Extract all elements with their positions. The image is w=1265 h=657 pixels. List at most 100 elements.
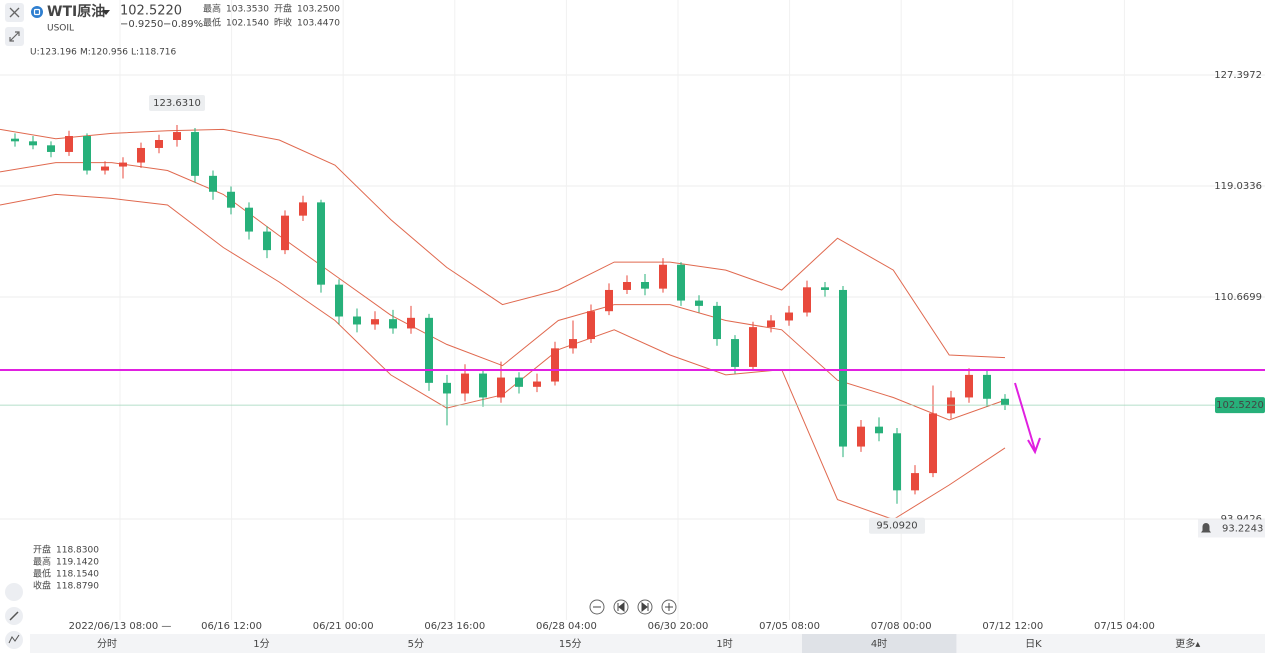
- stat-value: 103.3530: [226, 5, 269, 15]
- low-callout-label: 95.0920: [876, 521, 917, 532]
- change-pct: −0.89%: [163, 19, 203, 30]
- low-callout: [869, 517, 925, 534]
- tab[interactable]: 15分: [559, 638, 582, 650]
- close-button[interactable]: [5, 3, 24, 22]
- candle-body: [605, 289, 613, 312]
- indicator-tool[interactable]: [5, 583, 23, 601]
- ohlc-value: 118.1540: [56, 570, 99, 580]
- stat-value: 102.1540: [226, 19, 269, 29]
- nav-controls: [589, 599, 677, 615]
- candle-body: [623, 281, 631, 290]
- candle-body: [929, 413, 937, 474]
- stat-label: 最低: [203, 17, 221, 29]
- ohlc-value: 118.8300: [56, 546, 99, 556]
- tab[interactable]: 1时: [716, 638, 732, 650]
- candle-body: [821, 287, 829, 290]
- candle-body: [443, 382, 451, 394]
- tab[interactable]: 日K: [1025, 639, 1042, 650]
- candle-body: [407, 317, 415, 329]
- stat-label: 开盘: [274, 3, 292, 15]
- go-start[interactable]: [613, 599, 629, 615]
- candle-body: [641, 281, 649, 289]
- candle-body: [677, 264, 685, 301]
- candle-body: [101, 166, 109, 171]
- stat-value: 103.4470: [297, 19, 340, 29]
- side-tools: [5, 583, 23, 649]
- ohlc-label: 最低: [33, 568, 51, 580]
- candle-body: [1001, 398, 1009, 406]
- tab[interactable]: 1分: [253, 638, 269, 650]
- candle-body: [713, 305, 721, 340]
- time-label: 06/21 00:00: [313, 621, 374, 632]
- candle-body: [857, 426, 865, 447]
- candle-body: [119, 162, 127, 167]
- tab-bar: [30, 634, 1265, 653]
- ohlc-label: 收盘: [33, 580, 51, 592]
- symbol-code: USOIL: [47, 24, 74, 34]
- time-label: 2022/06/13 08:00 —: [69, 621, 172, 632]
- bollinger-upper: [0, 128, 1006, 359]
- candle-body: [353, 316, 361, 325]
- time-label: 06/16 12:00: [201, 621, 262, 632]
- symbol-icon-glyph: [33, 8, 41, 16]
- draw-tool-icon: [9, 611, 19, 621]
- candle-body: [389, 319, 397, 329]
- alert-bell: [1201, 523, 1211, 533]
- candle-body: [659, 264, 667, 289]
- candle-body: [155, 140, 163, 148]
- tab[interactable]: 更多▴: [1175, 637, 1200, 650]
- candle-body: [137, 147, 145, 163]
- candle-body: [461, 373, 469, 394]
- stat-label: 最高: [203, 3, 221, 15]
- candle-body: [497, 377, 505, 398]
- candle-body: [767, 320, 775, 328]
- symbol-dropdown[interactable]: [102, 10, 110, 15]
- candle-body: [47, 145, 55, 152]
- candle-body: [299, 202, 307, 216]
- go-end[interactable]: [637, 599, 653, 615]
- candle-body: [245, 207, 253, 232]
- candle-body: [731, 339, 739, 367]
- tab-selected-bg: [802, 634, 957, 653]
- current-price-tag: [1215, 397, 1265, 414]
- bollinger-middle: [0, 162, 1006, 421]
- candle-body: [425, 317, 433, 383]
- candle-body: [875, 426, 883, 434]
- high-callout: [149, 94, 205, 111]
- annotation-arrow: [1014, 382, 1041, 455]
- zoom-out[interactable]: [589, 599, 605, 615]
- price: 102.5220: [120, 4, 182, 19]
- symbol-name: WTI原油: [47, 3, 105, 20]
- candle-body: [83, 136, 91, 171]
- chart-tool-icon: [8, 634, 20, 644]
- indicator-lower: L:118.716: [131, 48, 177, 58]
- candle-body: [281, 215, 289, 251]
- indicator-middle: M:120.956: [80, 48, 128, 58]
- high-callout-label: 123.6310: [153, 98, 201, 109]
- candle-body: [911, 473, 919, 491]
- candle-body: [533, 381, 541, 387]
- candle-body: [335, 284, 343, 317]
- tab[interactable]: 4时: [871, 638, 887, 650]
- tab[interactable]: 分时: [97, 638, 117, 650]
- indicator-upper: U:123.196: [30, 48, 77, 58]
- zoom-in[interactable]: [661, 599, 677, 615]
- price-tick-label: 93.9426: [1221, 514, 1262, 525]
- candle-body: [587, 311, 595, 340]
- change: −0.9250: [120, 19, 163, 30]
- candle-body: [11, 138, 19, 142]
- candle-body: [29, 141, 37, 146]
- price-tick-label: 127.3972: [1214, 70, 1262, 81]
- time-label: 07/12 12:00: [982, 621, 1043, 632]
- time-label: 07/15 04:00: [1094, 621, 1155, 632]
- expand-button[interactable]: [5, 27, 24, 46]
- time-label: 06/23 16:00: [424, 621, 485, 632]
- candle-body: [551, 348, 559, 382]
- time-label: 07/05 08:00: [759, 621, 820, 632]
- candle-body: [209, 175, 217, 192]
- candle-body: [173, 132, 181, 141]
- symbol-icon: [31, 6, 43, 18]
- tab[interactable]: 5分: [408, 638, 424, 650]
- alert-tag[interactable]: [1198, 519, 1265, 538]
